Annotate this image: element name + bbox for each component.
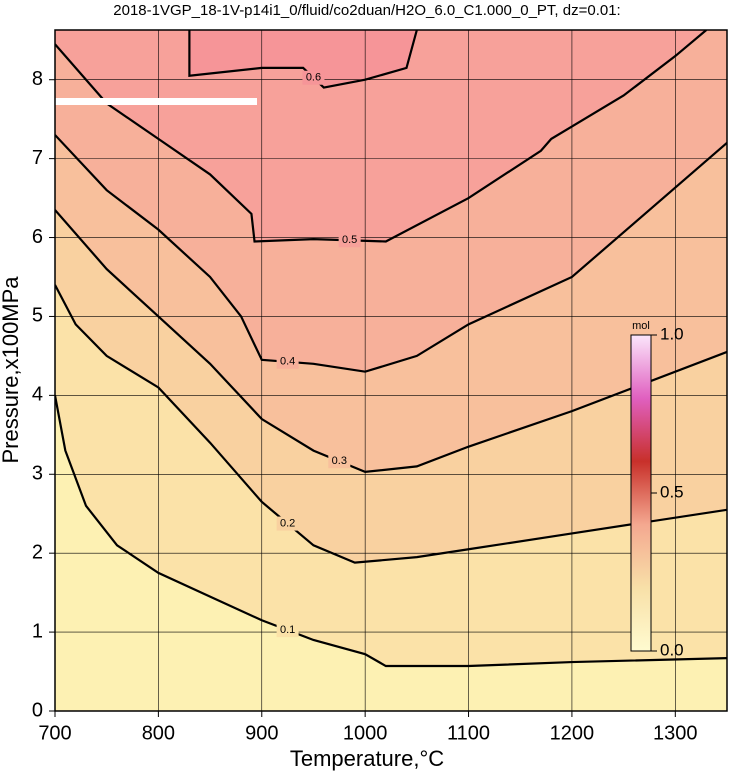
colorbar-tick-label: 0.5 <box>660 482 684 501</box>
contour-label-bg <box>276 623 299 638</box>
blank-strip <box>55 98 257 105</box>
x-tick-label: 900 <box>245 722 278 744</box>
contour-label-bg <box>302 70 325 85</box>
plot-area: 0.1 0.2 0.3 0.4 0.5 0.6 <box>55 30 727 711</box>
y-tick-label: 2 <box>32 541 43 563</box>
y-tick-label: 1 <box>32 620 43 642</box>
contour-label-bg <box>328 454 351 469</box>
contour-fill <box>55 30 707 242</box>
plot-frame <box>54 29 728 712</box>
x-tick-label: 1000 <box>343 722 388 744</box>
y-tick-label: 8 <box>32 68 43 90</box>
contour-label: 0.1 <box>280 624 295 636</box>
contour-label-bg <box>276 516 299 531</box>
y-tick-label: 6 <box>32 226 43 248</box>
contour-label: 0.4 <box>280 356 295 368</box>
y-tick-label: 7 <box>32 147 43 169</box>
y-axis-label: Pressure,x100MPa <box>0 276 23 464</box>
colorbar-tick-label: 0.0 <box>660 640 684 659</box>
x-tick-label: 1300 <box>653 722 698 744</box>
x-tick-label: 800 <box>142 722 175 744</box>
contour-fill <box>189 30 417 88</box>
colorbar-title: mol <box>632 320 650 332</box>
y-tick-label: 0 <box>32 699 43 721</box>
contour-label: 0.2 <box>280 517 295 529</box>
colorbar-tick-label: 1.0 <box>660 324 684 343</box>
x-tick-label: 700 <box>38 722 71 744</box>
contour-label-bg <box>338 233 361 248</box>
y-tick-label: 4 <box>32 384 43 406</box>
contour-label: 0.6 <box>306 72 321 84</box>
y-tick-label: 3 <box>32 463 43 485</box>
x-tick-label: 1200 <box>550 722 595 744</box>
y-tick-label: 5 <box>32 305 43 327</box>
chart-title: 2018-1VGP_18-1V-p14i1_0/fluid/co2duan/H2… <box>113 2 620 19</box>
x-tick-label: 1100 <box>447 722 490 744</box>
x-axis-label: Temperature,°C <box>290 746 444 771</box>
contour-label: 0.3 <box>332 455 347 467</box>
contour-line <box>55 209 727 474</box>
contour-line <box>55 395 727 668</box>
colorbar <box>630 334 652 652</box>
contour-label: 0.5 <box>342 234 357 246</box>
contour-label-bg <box>276 354 299 369</box>
